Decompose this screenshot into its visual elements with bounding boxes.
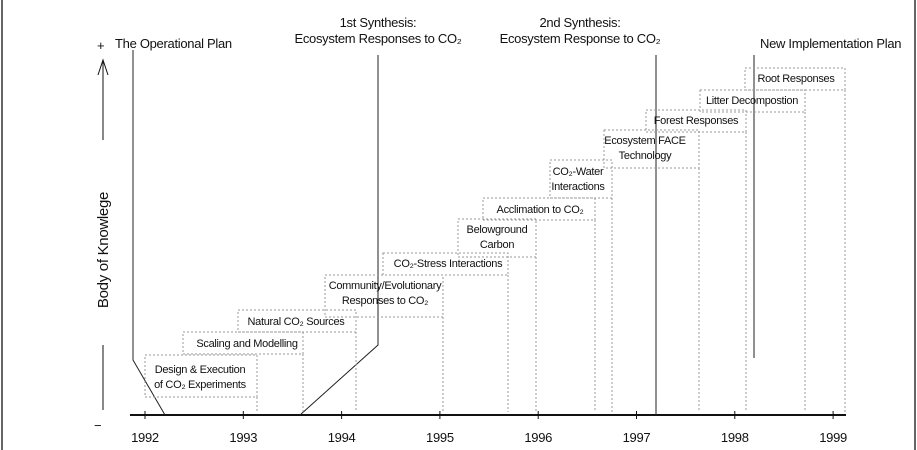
year-label: 1992 — [131, 430, 159, 445]
year-label: 1995 — [426, 430, 454, 445]
milestone-line — [299, 55, 379, 416]
y-axis-label: Body of Knowlege — [95, 192, 112, 308]
step-label: Design & Execution — [155, 364, 246, 376]
step-box — [699, 89, 806, 113]
axis-arrow-head — [97, 58, 109, 76]
milestone-label: Ecosystem Responses to CO₂ — [294, 31, 461, 46]
step-box — [744, 67, 846, 91]
step-label: Responses to CO₂ — [342, 295, 428, 307]
step-label: Ecosystem FACE — [604, 135, 685, 147]
step-box — [549, 159, 613, 199]
step-label: Interactions — [551, 181, 605, 193]
plus-sign: + — [97, 38, 104, 53]
year-label: 1998 — [721, 430, 749, 445]
milestone-label: 1st Synthesis: — [340, 15, 417, 30]
step-label: Technology — [619, 150, 672, 162]
step-label: Acclimation to CO₂ — [497, 204, 584, 216]
step-box — [144, 354, 258, 398]
minus-sign: − — [94, 418, 101, 433]
step-label: CO₂-Water — [553, 166, 604, 178]
step-box — [382, 252, 509, 276]
year-label: 1993 — [229, 430, 257, 445]
step-label: Carbon — [480, 239, 514, 251]
step-label: Belowground — [467, 224, 528, 236]
step-box — [237, 309, 357, 333]
step-label: Root Responses — [757, 73, 835, 85]
step-label: Natural CO₂ Sources — [248, 316, 346, 328]
step-label: Scaling and Modelling — [196, 338, 298, 350]
step-box — [603, 129, 700, 169]
milestone-label: New Implementation Plan — [760, 36, 901, 51]
step-label: of CO₂ Experiments — [154, 379, 247, 391]
milestone-label: Ecosystem Response to CO₂ — [500, 31, 661, 46]
year-label: 1999 — [819, 430, 847, 445]
step-label: CO₂-Stress Interactions — [394, 258, 503, 270]
year-label: 1997 — [623, 430, 651, 445]
milestone-label: 2nd Synthesis: — [539, 15, 620, 30]
year-label: 1994 — [328, 430, 356, 445]
step-box — [457, 218, 537, 258]
step-box — [482, 197, 596, 221]
step-label: Litter Decompostion — [706, 95, 798, 107]
step-label: Community/Evolutionary — [329, 280, 442, 292]
step-box — [645, 109, 747, 133]
step-label: Forest Responses — [654, 115, 739, 127]
staircase — [144, 67, 846, 412]
milestone-label: The Operational Plan — [115, 36, 232, 51]
year-label: 1996 — [524, 430, 552, 445]
